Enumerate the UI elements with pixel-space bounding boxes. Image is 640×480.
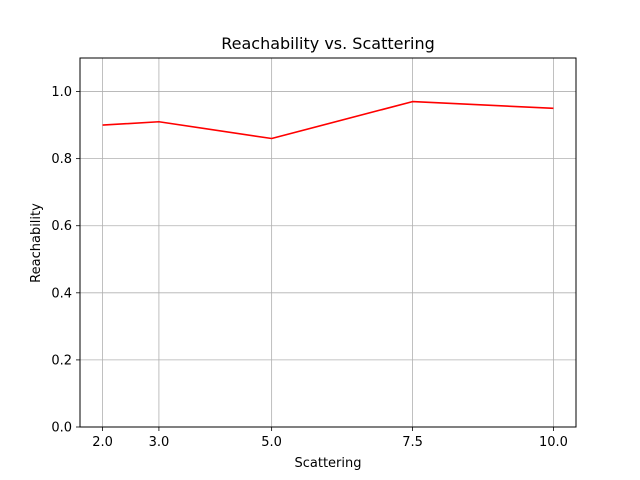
series-layer <box>102 100 554 140</box>
series-line-reachability <box>102 100 554 140</box>
y-tick-label: 0.4 <box>51 286 72 301</box>
y-tick-label: 1.0 <box>51 85 72 100</box>
x-tick-label: 2.0 <box>92 435 113 450</box>
y-axis-label: Reachability <box>29 203 44 283</box>
x-tick-label: 7.5 <box>402 435 423 450</box>
x-tick-label: 10.0 <box>539 435 568 450</box>
chart-title: Reachability vs. Scattering <box>221 34 435 53</box>
y-tick-label: 0.2 <box>51 353 72 368</box>
x-tick-label: 3.0 <box>149 435 170 450</box>
y-tick-label: 0.8 <box>51 152 72 167</box>
x-tick-label: 5.0 <box>261 435 282 450</box>
grid-layer <box>80 58 576 428</box>
tick-layer: 2.0 3.0 5.0 7.5 10.0 0.0 0.2 0.4 0.6 0.8 1.0 <box>51 85 568 450</box>
x-axis-label: Scattering <box>294 456 361 471</box>
y-tick-label: 0.6 <box>51 219 72 234</box>
y-tick-label: 0.0 <box>51 421 72 436</box>
plot-frame <box>79 57 577 428</box>
